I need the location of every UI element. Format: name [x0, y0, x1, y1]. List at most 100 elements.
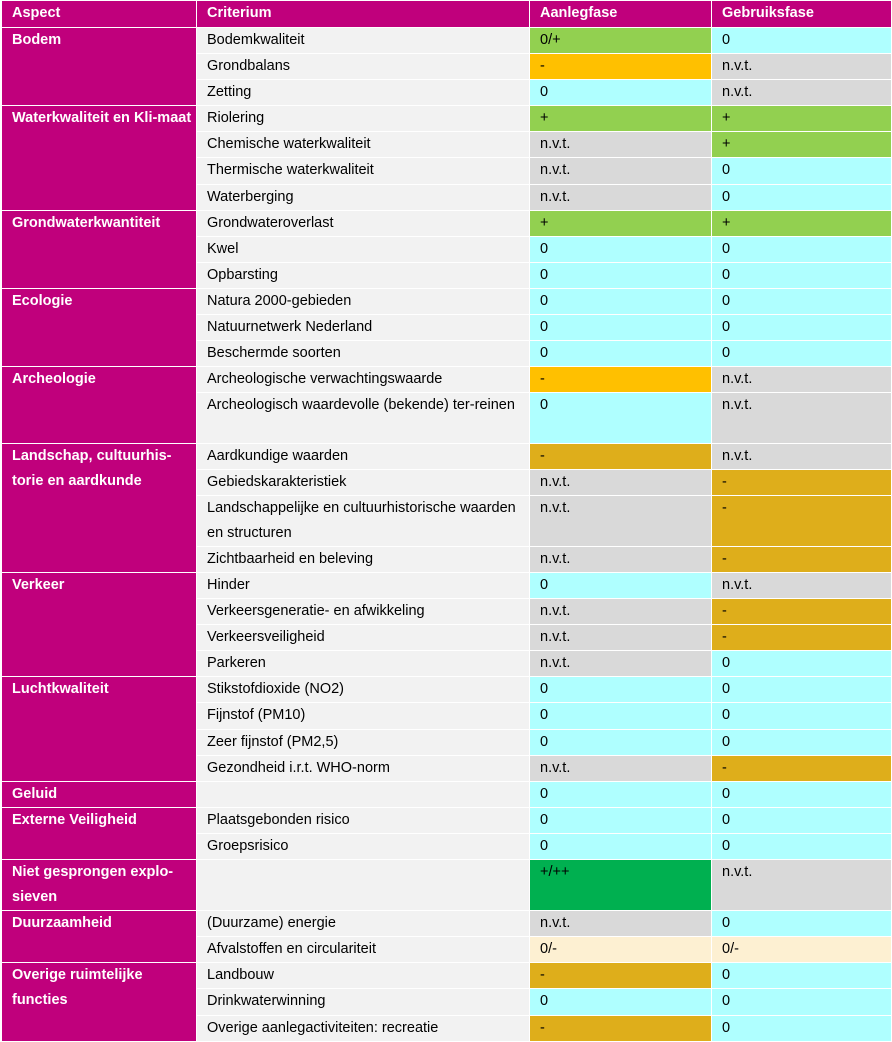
- table-row: Niet gesprongen explo-sieven +/++ n.v.t.: [1, 858, 892, 912]
- aanlegfase-cell: 0: [529, 392, 712, 444]
- gebruiksfase-cell: 0: [711, 340, 892, 368]
- table-row: Opbarsting 0 0: [2, 261, 892, 289]
- table-row: Archeologie Archeologische verwachtingswa…: [1, 366, 892, 444]
- aanlegfase-cell: +: [529, 105, 712, 133]
- table-row: Verkeersveiligheid n.v.t. -: [2, 624, 892, 652]
- gebruiksfase-cell: 0: [711, 962, 892, 990]
- aanlegfase-cell: n.v.t.: [529, 157, 712, 185]
- gebruiksfase-cell: 0: [711, 26, 892, 55]
- table-row: Externe Veiligheid Plaatsgebonden risico 0…: [1, 806, 892, 861]
- criterium-cell: Verkeersgeneratie- en afwikkeling: [196, 598, 530, 626]
- table-row: Landschap, cultuurhis-torie en aardkunde…: [1, 442, 892, 573]
- criterium-cell: Bodemkwaliteit: [196, 26, 530, 55]
- criterium-cell: [196, 858, 530, 912]
- criterium-cell: Landschappelijke en cultuurhistorische w…: [196, 494, 530, 547]
- table-row: Parkeren n.v.t. 0: [2, 650, 892, 678]
- gebruiksfase-cell: -: [711, 494, 892, 547]
- aanlegfase-cell: n.v.t.: [529, 624, 712, 652]
- aanlegfase-cell: n.v.t.: [529, 468, 712, 496]
- table-row: Fijnstof (PM10) 0 0: [2, 702, 892, 730]
- gebruiksfase-cell: n.v.t.: [711, 858, 892, 912]
- table-row: Gezondheid i.r.t. WHO-norm n.v.t. -: [2, 754, 892, 782]
- table-row: Verkeer Hinder 0 n.v.t.: [1, 571, 892, 678]
- header-aanlegfase: Aanlegfase: [529, 0, 712, 28]
- criterium-cell: Zichtbaarheid en beleving: [196, 545, 530, 573]
- table-row: Bodem Bodemkwaliteit 0/+ 0: [1, 26, 892, 107]
- gebruiksfase-cell: +: [711, 105, 892, 133]
- gebruiksfase-cell: 0: [711, 806, 892, 834]
- gebruiksfase-cell: -: [711, 624, 892, 652]
- criterium-cell: Overige aanlegactiviteiten: recreatie: [196, 1014, 530, 1042]
- criterium-cell: Zeer fijnstof (PM2,5): [196, 728, 530, 756]
- gebruiksfase-cell: -: [711, 468, 892, 496]
- criterium-cell: Zetting: [196, 79, 530, 107]
- gebruiksfase-cell: +: [711, 131, 892, 159]
- aspect-cell: Niet gesprongen explo-sieven: [1, 858, 197, 912]
- criterium-cell: Grondbalans: [196, 53, 530, 81]
- criterium-cell: Aardkundige waarden: [196, 442, 530, 470]
- criterium-cell: Natuurnetwerk Nederland: [196, 314, 530, 342]
- gebruiksfase-cell: 0: [711, 780, 892, 808]
- gebruiksfase-cell: +: [711, 209, 892, 237]
- criterium-cell: Landbouw: [196, 962, 530, 990]
- aanlegfase-cell: 0: [529, 314, 712, 342]
- aanlegfase-cell: n.v.t.: [529, 650, 712, 678]
- aanlegfase-cell: n.v.t.: [529, 183, 712, 211]
- gebruiksfase-cell: 0: [711, 988, 892, 1016]
- criterium-cell: Archeologisch waardevolle (bekende) ter-…: [196, 392, 530, 444]
- table-body: Bodem Bodemkwaliteit 0/+ 0 Grondbalans - n.v.t…: [1, 26, 892, 1042]
- criterium-cell: Gezondheid i.r.t. WHO-norm: [196, 754, 530, 782]
- table-row: Landschappelijke en cultuurhistorische w…: [2, 494, 892, 547]
- criterium-cell: Opbarsting: [196, 261, 530, 289]
- table-row: Duurzaamheid (Duurzame) energie n.v.t. 0: [1, 910, 892, 964]
- gebruiksfase-cell: 0: [711, 702, 892, 730]
- aanlegfase-cell: 0/+: [529, 26, 712, 55]
- aanlegfase-cell: 0: [529, 832, 712, 861]
- gebruiksfase-cell: n.v.t.: [711, 442, 892, 470]
- gebruiksfase-cell: n.v.t.: [711, 571, 892, 600]
- table-row: Kwel 0 0: [2, 235, 892, 263]
- table-row: Zetting 0 n.v.t.: [2, 79, 892, 107]
- criterium-cell: Afvalstoffen en circulariteit: [196, 936, 530, 964]
- aspect-cell: Grondwaterkwantiteit: [1, 209, 197, 289]
- aanlegfase-cell: n.v.t.: [529, 545, 712, 573]
- gebruiksfase-cell: -: [711, 545, 892, 573]
- aanlegfase-cell: +: [529, 209, 712, 237]
- gebruiksfase-cell: n.v.t.: [711, 392, 892, 444]
- aanlegfase-cell: n.v.t.: [529, 598, 712, 626]
- criterium-cell: Hinder: [196, 571, 530, 600]
- table-row: Chemische waterkwaliteit n.v.t. +: [2, 131, 892, 159]
- aanlegfase-cell: -: [529, 53, 712, 81]
- aspect-cell: Luchtkwaliteit: [1, 676, 197, 782]
- aspect-cell: Externe Veiligheid: [1, 806, 197, 861]
- criterium-cell: Chemische waterkwaliteit: [196, 131, 530, 159]
- criterium-cell: Grondwateroverlast: [196, 209, 530, 237]
- gebruiksfase-cell: n.v.t.: [711, 53, 892, 81]
- aspect-cell: Verkeer: [1, 571, 197, 678]
- aanlegfase-cell: 0: [529, 806, 712, 834]
- criterium-cell: Plaatsgebonden risico: [196, 806, 530, 834]
- aanlegfase-cell: 0: [529, 988, 712, 1016]
- aspect-cell: Geluid: [1, 780, 197, 808]
- table-row: Geluid 0 0: [1, 780, 892, 808]
- aanlegfase-cell: 0: [529, 287, 712, 316]
- aanlegfase-cell: 0: [529, 571, 712, 600]
- table-row: Afvalstoffen en circulariteit 0/- 0/-: [2, 936, 892, 964]
- criterium-cell: Beschermde soorten: [196, 340, 530, 368]
- criterium-cell: Stikstofdioxide (NO2): [196, 676, 530, 704]
- aanlegfase-cell: 0: [529, 676, 712, 704]
- criterium-cell: Waterberging: [196, 183, 530, 211]
- aspect-cell: Waterkwaliteit en Kli-maat: [1, 105, 197, 211]
- gebruiksfase-cell: 0: [711, 287, 892, 316]
- gebruiksfase-cell: 0: [711, 728, 892, 756]
- table-row: Overige ruimtelijke functies Landbouw -0: [1, 962, 892, 1042]
- header-gebruiksfase: Gebruiksfase: [711, 0, 892, 28]
- aanlegfase-cell: 0: [529, 261, 712, 289]
- gebruiksfase-cell: 0/-: [711, 936, 892, 964]
- table-row: Verkeersgeneratie- en afwikkeling n.v.t. -: [2, 598, 892, 626]
- gebruiksfase-cell: n.v.t.: [711, 79, 892, 107]
- aspect-cell: Landschap, cultuurhis-torie en aardkunde: [1, 442, 197, 573]
- aanlegfase-cell: 0: [529, 702, 712, 730]
- gebruiksfase-cell: 0: [711, 314, 892, 342]
- aanlegfase-cell: n.v.t.: [529, 754, 712, 782]
